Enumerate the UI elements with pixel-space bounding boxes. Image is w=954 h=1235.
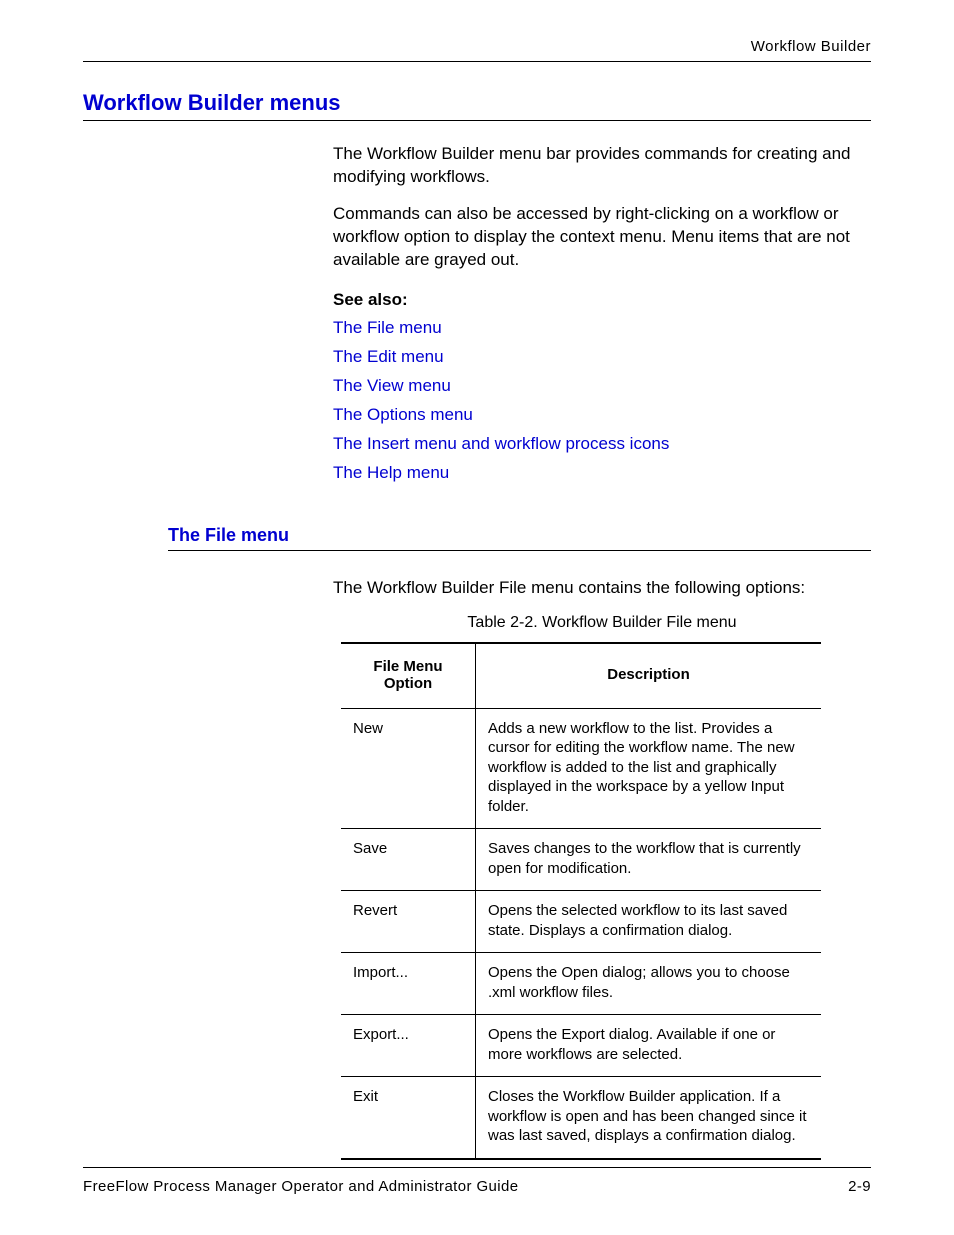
table-header-option: File Menu Option bbox=[341, 643, 476, 709]
table-header-description: Description bbox=[476, 643, 822, 709]
see-also-heading: See also: bbox=[333, 290, 871, 310]
table-header-row: File Menu Option Description bbox=[341, 643, 821, 709]
subsection-heading: The File menu bbox=[168, 525, 871, 546]
table-row: Export... Opens the Export dialog. Avail… bbox=[341, 1015, 821, 1077]
subsection-file-menu: The File menu bbox=[168, 525, 871, 551]
table-row: Import... Opens the Open dialog; allows … bbox=[341, 953, 821, 1015]
table-cell-option: Exit bbox=[341, 1077, 476, 1159]
table-cell-description: Closes the Workflow Builder application.… bbox=[476, 1077, 822, 1159]
header-rule bbox=[83, 61, 871, 62]
subsection-heading-rule bbox=[168, 550, 871, 551]
table-cell-option: Export... bbox=[341, 1015, 476, 1077]
body-column: The Workflow Builder File menu contains … bbox=[333, 577, 871, 1160]
link-help-menu[interactable]: The Help menu bbox=[333, 463, 871, 483]
running-head: Workflow Builder bbox=[83, 38, 871, 55]
paragraph: The Workflow Builder File menu contains … bbox=[333, 577, 871, 600]
section-heading-rule bbox=[83, 120, 871, 121]
page: Workflow Builder Workflow Builder menus … bbox=[0, 0, 954, 1235]
page-number: 2-9 bbox=[848, 1178, 871, 1195]
footer-rule bbox=[83, 1167, 871, 1168]
table-cell-option: Save bbox=[341, 829, 476, 891]
table-cell-description: Opens the Open dialog; allows you to cho… bbox=[476, 953, 822, 1015]
table-cell-description: Saves changes to the workflow that is cu… bbox=[476, 829, 822, 891]
table-cell-option: New bbox=[341, 708, 476, 829]
table-row: Revert Opens the selected workflow to it… bbox=[341, 891, 821, 953]
table-row: Exit Closes the Workflow Builder applica… bbox=[341, 1077, 821, 1159]
table-row: New Adds a new workflow to the list. Pro… bbox=[341, 708, 821, 829]
table-caption: Table 2-2. Workflow Builder File menu bbox=[333, 614, 871, 632]
footer-title: FreeFlow Process Manager Operator and Ad… bbox=[83, 1178, 518, 1195]
page-footer: FreeFlow Process Manager Operator and Ad… bbox=[83, 1167, 871, 1195]
paragraph: The Workflow Builder menu bar provides c… bbox=[333, 143, 871, 189]
link-file-menu[interactable]: The File menu bbox=[333, 318, 871, 338]
section-main: Workflow Builder menus The Workflow Buil… bbox=[83, 90, 871, 483]
link-options-menu[interactable]: The Options menu bbox=[333, 405, 871, 425]
table-cell-option: Import... bbox=[341, 953, 476, 1015]
section-heading: Workflow Builder menus bbox=[83, 90, 871, 116]
table-cell-description: Adds a new workflow to the list. Provide… bbox=[476, 708, 822, 829]
link-view-menu[interactable]: The View menu bbox=[333, 376, 871, 396]
table-cell-option: Revert bbox=[341, 891, 476, 953]
paragraph: Commands can also be accessed by right-c… bbox=[333, 203, 871, 272]
body-column: The Workflow Builder menu bar provides c… bbox=[333, 143, 871, 483]
table-row: Save Saves changes to the workflow that … bbox=[341, 829, 821, 891]
table-cell-description: Opens the Export dialog. Available if on… bbox=[476, 1015, 822, 1077]
file-menu-table: File Menu Option Description New Adds a … bbox=[341, 642, 821, 1160]
table-cell-description: Opens the selected workflow to its last … bbox=[476, 891, 822, 953]
link-insert-menu[interactable]: The Insert menu and workflow process ico… bbox=[333, 434, 871, 454]
link-edit-menu[interactable]: The Edit menu bbox=[333, 347, 871, 367]
